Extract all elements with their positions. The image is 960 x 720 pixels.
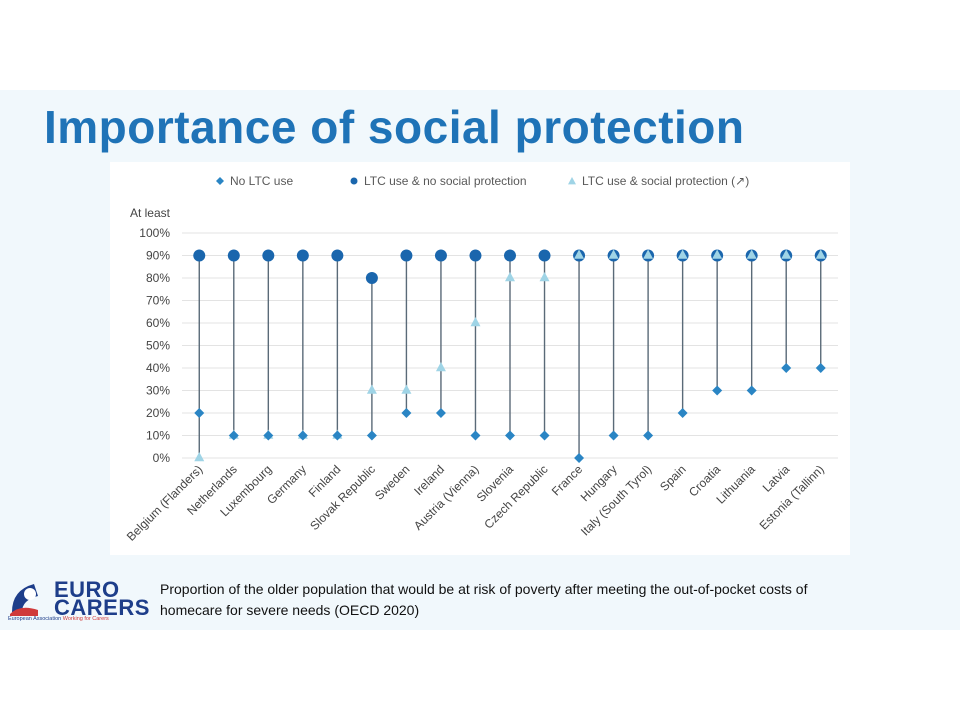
- point-ltc-social-protection: [366, 384, 377, 394]
- point-no-ltc-use: [470, 430, 481, 441]
- point-ltc-social-protection: [643, 249, 654, 259]
- legend-label-2: LTC use & no social protection: [364, 174, 527, 188]
- point-ltc-social-protection: [401, 384, 412, 394]
- point-no-ltc-use: [781, 363, 792, 373]
- point-ltc-social-protection: [712, 249, 723, 259]
- logo-tagline-right: Working for Carers: [62, 616, 109, 622]
- y-tick-label: 20%: [146, 406, 170, 420]
- point-no-ltc-use: [815, 363, 826, 373]
- y-tick-label: 0%: [153, 451, 171, 465]
- point-no-ltc-use: [435, 408, 446, 418]
- point-ltc-social-protection: [677, 249, 688, 259]
- dot-range-chart: No LTC use LTC use & no social protection…: [124, 174, 838, 544]
- point-no-ltc-use: [574, 453, 585, 463]
- point-ltc-no-social-protection: [434, 249, 447, 262]
- point-no-ltc-use: [677, 408, 688, 418]
- point-ltc-no-social-protection: [365, 272, 378, 284]
- legend-marker-3: [568, 177, 576, 185]
- legend-marker-2: [350, 177, 358, 185]
- point-ltc-social-protection: [435, 362, 446, 372]
- point-no-ltc-use: [746, 385, 757, 396]
- legend-marker-1: [216, 177, 224, 185]
- y-tick-label: 90%: [146, 249, 170, 263]
- point-ltc-social-protection: [574, 249, 585, 259]
- point-no-ltc-use: [332, 430, 343, 441]
- point-ltc-social-protection: [470, 317, 481, 327]
- point-ltc-no-social-protection: [193, 249, 206, 262]
- point-ltc-no-social-protection: [400, 249, 413, 262]
- x-tick-label: Spain: [657, 462, 689, 494]
- point-ltc-no-social-protection: [296, 249, 309, 262]
- y-tick-label: 50%: [146, 339, 170, 353]
- point-ltc-no-social-protection: [469, 249, 482, 262]
- logo-tagline-left: European Association: [8, 616, 63, 622]
- point-ltc-no-social-protection: [331, 249, 344, 262]
- y-tick-label: 100%: [139, 226, 170, 240]
- x-tick-label: Estonia (Tallinn): [757, 462, 827, 532]
- logo-tagline: European Association Working for Carers: [8, 616, 109, 622]
- logo-line2: CARERS: [54, 595, 150, 620]
- point-ltc-no-social-protection: [538, 249, 551, 262]
- y-tick-label: 80%: [146, 271, 170, 285]
- legend-label-1: No LTC use: [230, 174, 293, 188]
- point-ltc-no-social-protection: [504, 249, 516, 262]
- y-tick-label: 30%: [146, 384, 170, 398]
- point-ltc-social-protection: [505, 272, 515, 282]
- point-no-ltc-use: [228, 430, 239, 441]
- chart-caption: Proportion of the older population that …: [160, 581, 808, 618]
- x-tick-label: Sweden: [372, 462, 413, 503]
- point-ltc-social-protection: [746, 249, 757, 259]
- point-ltc-no-social-protection: [262, 249, 275, 262]
- point-no-ltc-use: [712, 385, 723, 396]
- logo-line1: EURO: [54, 577, 120, 602]
- x-tick-label: Czech Republic: [481, 462, 550, 531]
- eurocarers-logo: EURO CARERS European Association Working…: [8, 577, 150, 626]
- y-axis-prefix: At least: [130, 206, 171, 220]
- point-ltc-social-protection: [815, 249, 826, 259]
- point-no-ltc-use: [401, 408, 412, 418]
- point-no-ltc-use: [366, 430, 377, 441]
- point-ltc-social-protection: [539, 272, 550, 282]
- point-no-ltc-use: [263, 430, 274, 441]
- point-no-ltc-use: [194, 408, 205, 418]
- slide-title: Importance of social protection: [44, 101, 745, 153]
- legend-label-3: LTC use & social protection (↗): [582, 174, 749, 188]
- point-no-ltc-use: [539, 430, 550, 441]
- point-no-ltc-use: [297, 430, 308, 441]
- point-no-ltc-use: [643, 430, 654, 441]
- y-tick-label: 40%: [146, 361, 170, 375]
- y-tick-label: 10%: [146, 429, 170, 443]
- point-no-ltc-use: [608, 430, 619, 441]
- y-tick-label: 70%: [146, 294, 170, 308]
- point-ltc-social-protection: [194, 452, 205, 462]
- chart-container: No LTC use LTC use & no social protection…: [110, 162, 850, 555]
- point-no-ltc-use: [505, 430, 515, 441]
- point-ltc-social-protection: [781, 249, 792, 259]
- point-ltc-no-social-protection: [227, 249, 240, 262]
- point-ltc-social-protection: [608, 249, 619, 259]
- logo-person-icon: [10, 584, 38, 616]
- x-tick-label: Latvia: [760, 462, 793, 495]
- y-tick-label: 60%: [146, 316, 170, 330]
- x-tick-label: Lithuania: [713, 462, 758, 507]
